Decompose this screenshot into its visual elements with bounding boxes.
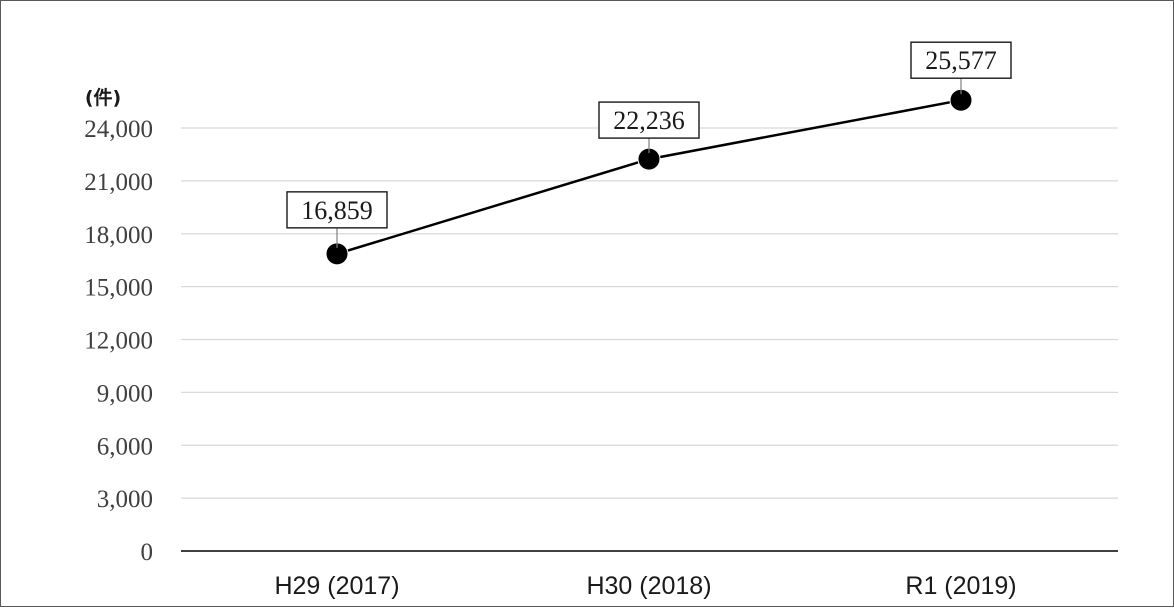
x-category-labels: H29 (2017) H30 (2018) R1 (2019)	[274, 572, 1016, 600]
data-label: 22,236	[613, 106, 685, 135]
gridlines	[181, 127, 1118, 499]
x-tick-label: H29 (2017)	[274, 572, 399, 600]
y-tick-label: 21,000	[84, 169, 153, 196]
y-tick-labels: 0 3,000 6,000 9,000 12,000 15,000 18,000 21,000…	[84, 116, 153, 566]
x-tick-label: H30 (2018)	[586, 572, 711, 600]
x-tick-label: R1 (2019)	[905, 572, 1016, 600]
y-unit-label: (件)	[85, 86, 121, 109]
y-tick-label: 3,000	[97, 486, 153, 513]
y-tick-label: 9,000	[97, 380, 153, 407]
data-label-box	[286, 191, 388, 229]
y-tick-label: 12,000	[84, 328, 153, 355]
y-tick-label: 15,000	[84, 275, 153, 302]
y-tick-label: 0	[141, 539, 154, 566]
data-label: 25,577	[925, 46, 997, 75]
data-label-box	[910, 41, 1012, 79]
y-tick-label: 18,000	[84, 222, 153, 249]
data-labels: 16,859 22,236 25,577	[286, 41, 1012, 248]
y-tick-label: 6,000	[97, 433, 153, 460]
data-label: 16,859	[301, 196, 373, 225]
y-tick-label: 24,000	[84, 116, 153, 143]
data-label-box	[598, 101, 700, 139]
